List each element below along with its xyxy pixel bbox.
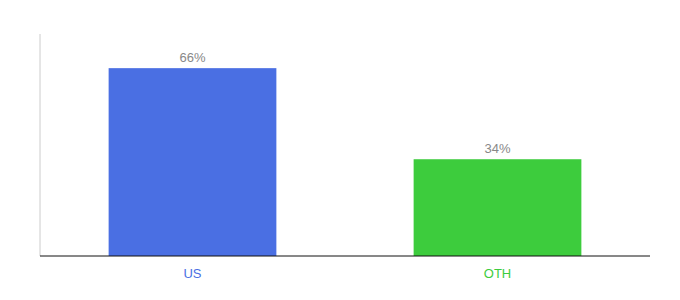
data-labels: 66% 34% <box>179 50 510 156</box>
plot-area: 66% 34% US OTH <box>40 34 650 281</box>
y-axis-line <box>40 34 41 256</box>
data-label: 66% <box>179 50 205 65</box>
bar <box>109 68 277 256</box>
x-tick-labels: US OTH <box>183 266 511 281</box>
x-tick-label: US <box>183 266 201 281</box>
bar <box>414 159 582 256</box>
x-tick-label: OTH <box>484 266 511 281</box>
chart-container: 66% 34% US OTH <box>0 0 680 300</box>
bars <box>109 68 582 256</box>
chart-svg: 66% 34% US OTH <box>0 0 680 300</box>
x-axis-line <box>40 256 650 257</box>
data-label: 34% <box>484 141 510 156</box>
